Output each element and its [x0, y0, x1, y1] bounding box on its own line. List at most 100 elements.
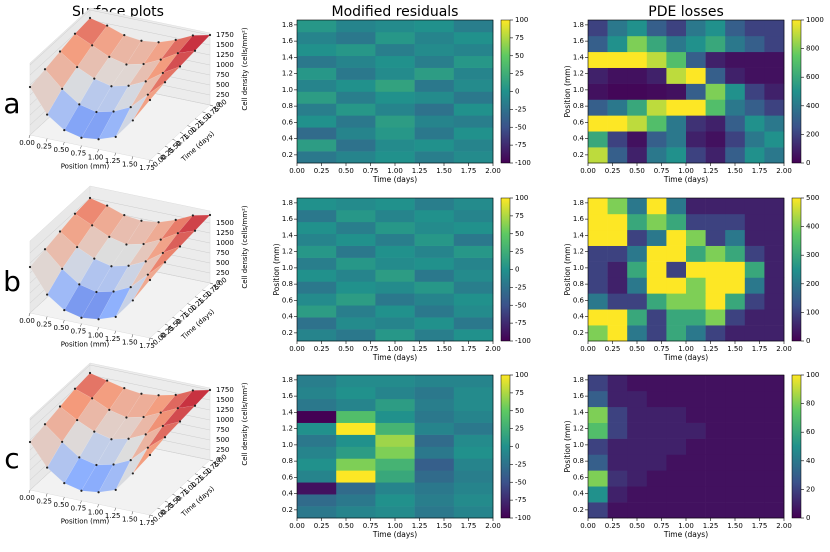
heatmap-cell [666, 115, 687, 132]
heatmap-cell [297, 458, 337, 471]
heatmap-cell [725, 486, 746, 503]
heatmap-cell [646, 20, 667, 37]
heatmap-cell [725, 406, 746, 423]
heatmap-cell [764, 293, 785, 310]
colorbar-tick-label: 50 [515, 407, 524, 415]
heatmap-cell [336, 305, 376, 318]
data-point [146, 446, 149, 449]
x-tick-label: 1.50 [122, 338, 138, 346]
heatmap-cell [686, 277, 706, 294]
x-tick-label: 1.75 [461, 345, 477, 353]
y-tick-label: 1.2 [573, 248, 584, 256]
colorbar-tick-label: 200 [806, 280, 819, 288]
x-tick-label: 1.50 [727, 345, 743, 353]
heatmap-cell [725, 229, 746, 246]
data-point [144, 433, 147, 436]
heatmap-cell [588, 325, 608, 342]
heatmap-cell [375, 482, 415, 495]
colorbar-tick-label: 1000 [806, 16, 824, 24]
heatmap-cell [764, 51, 785, 68]
heatmap-cell [297, 422, 337, 435]
z-tick-label: 250 [216, 269, 229, 277]
heatmap-cell [646, 213, 667, 231]
colorbar-tick-label: -100 [515, 514, 531, 522]
heatmap-cell [336, 269, 376, 282]
heatmap-cell [666, 261, 687, 278]
data-point [131, 119, 134, 122]
x-tick-label: 1.00 [678, 522, 694, 530]
heatmap-cell [744, 375, 765, 392]
heatmap-cell [686, 325, 706, 342]
data-point [110, 438, 113, 441]
heatmap-cell [607, 277, 628, 294]
x-tick-label: 0.50 [338, 167, 354, 175]
heatmap-cell [725, 213, 746, 231]
heatmap-cell [453, 198, 494, 211]
heatmap-cell [297, 209, 337, 223]
x-tick-label: 0.50 [629, 522, 645, 530]
x-axis-label: Position (mm) [61, 163, 110, 171]
heatmap-cell [297, 79, 337, 92]
heatmap-cell [414, 293, 455, 306]
x-tick-label: 1.00 [88, 153, 104, 161]
heatmap-cell [627, 198, 648, 215]
row-label: b [3, 265, 21, 298]
data-point [140, 219, 143, 222]
grid-line [29, 364, 211, 421]
heatmap-cell [588, 213, 608, 231]
heatmap-cell [627, 454, 648, 471]
data-point [73, 387, 77, 390]
x-tick-label: 0.25 [36, 321, 52, 329]
y-tick-label: 1.8 [573, 21, 584, 29]
colorbar-tick-label: 20 [806, 485, 815, 493]
y-tick-label: 1.0 [573, 86, 584, 94]
heatmap-cell [588, 390, 608, 408]
y-tick-label: 1.2 [573, 425, 584, 433]
x-tick-label: 0.25 [36, 498, 52, 506]
heatmap-cell [686, 198, 706, 215]
heatmap-cell [627, 502, 648, 519]
heatmap-cell [666, 293, 687, 310]
data-point [114, 135, 117, 138]
heatmap-cell [646, 245, 667, 262]
x-tick-label: 1.00 [387, 345, 403, 353]
heatmap-cell [588, 20, 608, 37]
y-tick [164, 324, 169, 326]
heatmap-cell [744, 470, 765, 487]
heatmap-cell [414, 329, 455, 342]
colorbar-tick-label: 100 [806, 308, 819, 316]
x-tick-label: 0.75 [363, 522, 379, 530]
data-point [191, 34, 194, 37]
x-tick-label: 0.75 [71, 505, 87, 513]
heatmap-cell [297, 293, 337, 306]
x-tick-label: 1.75 [139, 164, 155, 172]
heatmap-cell [627, 131, 648, 148]
heatmap-cell [336, 434, 376, 447]
heatmap-cell [627, 229, 648, 246]
heatmap-cell [375, 151, 415, 164]
data-point [112, 463, 115, 466]
heatmap-cell [764, 67, 785, 84]
y-tick-label: 0.6 [573, 118, 585, 126]
data-point [63, 129, 66, 132]
data-point [161, 424, 164, 428]
heatmap-cell [646, 35, 667, 53]
y-tick-label: 0.6 [573, 473, 585, 481]
heatmap-cell [764, 390, 785, 408]
data-point [93, 77, 96, 80]
x-tick-label: 0.50 [53, 146, 69, 154]
z-axis-label: Cell density (cells/mm²) [241, 27, 249, 110]
heatmap-cell [414, 55, 455, 68]
heatmap-cell [764, 406, 785, 423]
heatmap-cell [453, 127, 494, 140]
heatmap-cell [414, 434, 455, 447]
colorbar-tick-label: 100 [515, 371, 528, 379]
x-tick [114, 152, 116, 156]
heatmap-cell [725, 309, 746, 326]
heatmap-cell [705, 470, 726, 487]
data-point [43, 423, 47, 426]
data-point [80, 136, 83, 139]
heatmap-cell [336, 209, 376, 223]
heatmap-cell [414, 410, 455, 423]
z-tick-label: 0 [216, 279, 220, 287]
